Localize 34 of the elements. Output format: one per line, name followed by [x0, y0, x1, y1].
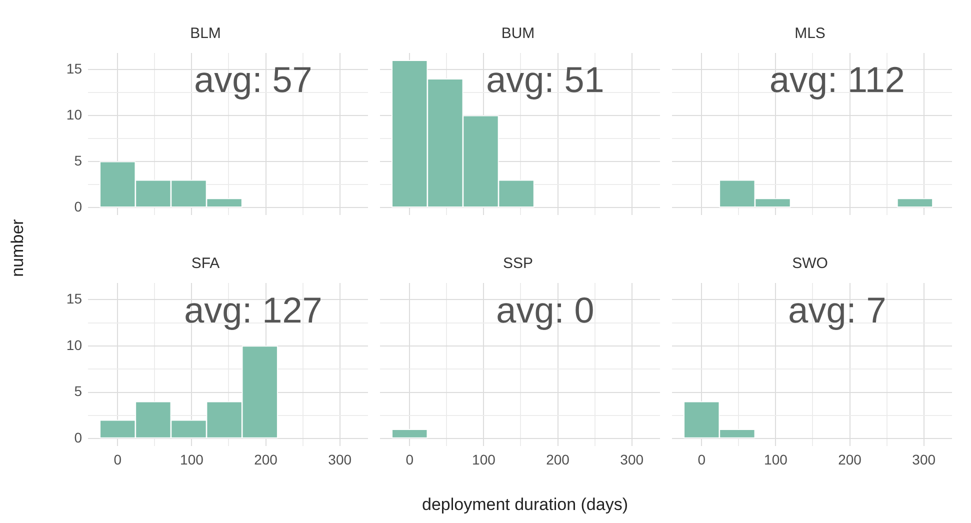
chart-title: SWO [792, 255, 828, 272]
annotation: avg: 7 [788, 289, 886, 330]
x-tick-label: 100 [472, 451, 496, 468]
x-tick-label: 200 [254, 451, 278, 468]
annotation: avg: 57 [194, 59, 312, 100]
y-tick-label: 0 [74, 429, 82, 446]
annotation: avg: 127 [184, 289, 322, 330]
x-tick-label: 0 [698, 451, 706, 468]
annotation: avg: 0 [496, 289, 594, 330]
x-tick-label: 200 [838, 451, 862, 468]
y-tick-label: 10 [66, 336, 82, 353]
x-tick-label: 100 [764, 451, 788, 468]
x-tick-label: 300 [328, 451, 352, 468]
annotation: avg: 112 [769, 59, 905, 100]
y-tick-label: 15 [66, 290, 82, 307]
y-tick-label: 5 [74, 152, 82, 168]
chart-title: MLS [794, 25, 826, 42]
x-tick-label: 0 [114, 451, 122, 468]
y-axis-title: number [8, 219, 28, 277]
y-tick-label: 5 [74, 383, 82, 400]
x-tick-label: 0 [406, 451, 414, 468]
chart-title: SSP [502, 255, 534, 272]
x-tick-label: 100 [180, 451, 204, 468]
x-tick-label: 300 [912, 451, 936, 468]
annotation: avg: 51 [486, 59, 604, 100]
x-tick-label: 200 [546, 451, 570, 468]
x-tick-label: 300 [620, 451, 644, 468]
chart-title: BUM [501, 25, 535, 42]
chart-title: BLM [190, 25, 221, 42]
y-tick-label: 15 [66, 60, 82, 76]
x-axis-title: deployment duration (days) [422, 495, 628, 515]
y-tick-label: 0 [74, 198, 82, 214]
chart-title: SFA [191, 255, 220, 272]
y-tick-label: 10 [66, 106, 82, 122]
